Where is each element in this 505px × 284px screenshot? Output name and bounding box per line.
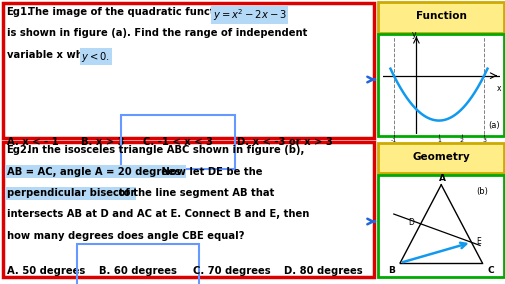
Bar xyxy=(378,34,503,136)
Text: (a): (a) xyxy=(488,120,499,130)
Text: The image of the quadratic function: The image of the quadratic function xyxy=(28,7,231,17)
Text: Function: Function xyxy=(415,11,466,22)
Text: y: y xyxy=(411,30,415,39)
Text: perpendicular bisector: perpendicular bisector xyxy=(7,188,135,198)
Text: AB = AC, angle A = 20 degrees.: AB = AC, angle A = 20 degrees. xyxy=(7,167,184,177)
Text: A. 50 degrees: A. 50 degrees xyxy=(7,266,85,276)
Bar xyxy=(378,143,503,173)
Text: of the line segment AB that: of the line segment AB that xyxy=(115,188,274,198)
Text: B: B xyxy=(388,266,395,275)
Text: Eg2.: Eg2. xyxy=(7,145,31,155)
Text: In the isosceles triangle ABC shown in figure (b),: In the isosceles triangle ABC shown in f… xyxy=(28,145,304,155)
Text: $y = x^2 - 2x - 3$: $y = x^2 - 2x - 3$ xyxy=(212,7,286,23)
Text: is shown in figure (a). Find the range of independent: is shown in figure (a). Find the range o… xyxy=(7,28,307,38)
Text: $y < 0.$: $y < 0.$ xyxy=(81,50,110,64)
Text: Now let DE be the: Now let DE be the xyxy=(158,167,263,177)
Bar xyxy=(3,3,374,138)
Bar xyxy=(378,2,503,33)
Text: how many degrees does angle CBE equal?: how many degrees does angle CBE equal? xyxy=(7,231,243,241)
Text: A. x < - 1: A. x < - 1 xyxy=(7,137,58,147)
Text: B. 60 degrees: B. 60 degrees xyxy=(99,266,177,276)
Text: C: C xyxy=(486,266,493,275)
Text: E: E xyxy=(475,237,480,246)
Text: (b): (b) xyxy=(475,187,487,196)
Text: D. x < -3 or x > 3: D. x < -3 or x > 3 xyxy=(236,137,332,147)
Text: Eg1.: Eg1. xyxy=(7,7,31,17)
Text: intersects AB at D and AC at E. Connect B and E, then: intersects AB at D and AC at E. Connect … xyxy=(7,209,309,219)
Text: C. -1 < x < 3: C. -1 < x < 3 xyxy=(143,137,213,147)
Text: B. x > 3: B. x > 3 xyxy=(81,137,125,147)
Text: Geometry: Geometry xyxy=(412,152,469,162)
Text: x: x xyxy=(495,83,500,93)
Text: C. 70 degrees: C. 70 degrees xyxy=(192,266,270,276)
Text: D. 80 degrees: D. 80 degrees xyxy=(283,266,362,276)
Bar xyxy=(3,142,374,277)
Text: A: A xyxy=(438,174,445,183)
Text: D: D xyxy=(407,218,413,227)
Bar xyxy=(378,175,503,277)
Text: variable x when: variable x when xyxy=(7,50,99,60)
